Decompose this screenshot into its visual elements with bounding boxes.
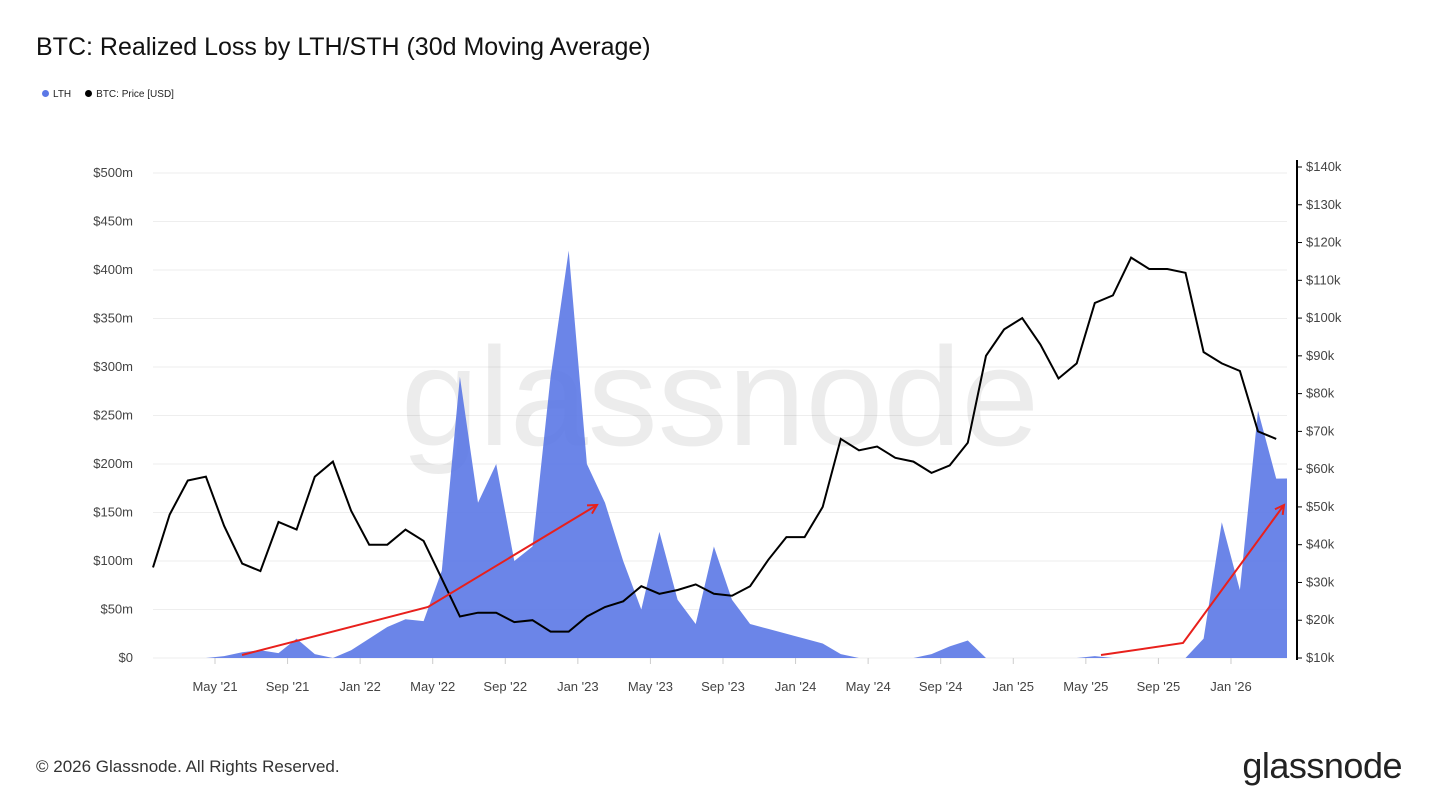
lth-dot-icon (42, 90, 49, 97)
x-tick-label: Jan '25 (993, 679, 1035, 694)
x-tick-label: Sep '22 (483, 679, 527, 694)
lth-area (153, 250, 1287, 658)
y-left-tick-label: $100m (93, 553, 133, 568)
y-left-tick-label: $50m (100, 602, 133, 617)
annotation-arrow-2026-head (1274, 503, 1286, 516)
y-right-tick-label: $120k (1306, 235, 1342, 250)
x-tick-label: Jan '22 (339, 679, 381, 694)
y-left-tick-label: $350m (93, 311, 133, 326)
x-tick-label: May '24 (846, 679, 891, 694)
y-right-tick-label: $130k (1306, 197, 1342, 212)
x-tick-label: Jan '24 (775, 679, 817, 694)
y-left-tick-label: $200m (93, 456, 133, 471)
y-right-tick-label: $100k (1306, 310, 1342, 325)
x-tick-label: May '22 (410, 679, 455, 694)
y-right-tick-label: $140k (1306, 159, 1342, 174)
x-tick-label: Sep '24 (919, 679, 963, 694)
x-tick-label: May '23 (628, 679, 673, 694)
legend-item-price[interactable]: BTC: Price [USD] (85, 89, 174, 100)
y-left-tick-label: $400m (93, 262, 133, 277)
watermark: glassnode (401, 318, 1039, 475)
y-right-tick-label: $40k (1306, 537, 1335, 552)
x-tick-label: May '21 (192, 679, 237, 694)
x-tick-label: Sep '25 (1137, 679, 1181, 694)
y-right-tick-label: $60k (1306, 461, 1335, 476)
y-right-tick-label: $10k (1306, 650, 1335, 665)
brand-logo: glassnode (1242, 745, 1402, 786)
y-left-tick-label: $0 (119, 650, 133, 665)
copyright: © 2026 Glassnode. All Rights Reserved. (36, 757, 340, 776)
y-right-tick-label: $80k (1306, 386, 1335, 401)
price-line (152, 256, 1277, 633)
y-right-tick-label: $110k (1306, 272, 1341, 287)
annotation-arrow-2022 (241, 504, 598, 656)
annotation-arrow-2026 (1100, 504, 1285, 656)
x-tick-label: Sep '23 (701, 679, 745, 694)
legend: LTH BTC: Price [USD] (42, 89, 174, 100)
y-left-tick-label: $450m (93, 214, 133, 229)
y-right-tick-label: $20k (1306, 612, 1335, 627)
y-right-tick-label: $50k (1306, 499, 1335, 514)
y-left-tick-label: $500m (93, 165, 133, 180)
y-right-tick-label: $70k (1306, 423, 1335, 438)
legend-item-lth[interactable]: LTH (42, 89, 71, 100)
y-left-tick-label: $300m (93, 359, 133, 374)
chart-title: BTC: Realized Loss by LTH/STH (30d Movin… (36, 33, 651, 61)
annotation-arrow-2022-head (586, 503, 599, 515)
y-left-tick-label: $150m (93, 505, 133, 520)
x-tick-label: May '25 (1063, 679, 1108, 694)
price-dot-icon (85, 90, 93, 97)
x-tick-label: Jan '23 (557, 679, 599, 694)
x-tick-label: Jan '26 (1210, 679, 1252, 694)
y-right-tick-label: $90k (1306, 348, 1335, 363)
y-left-tick-label: $250m (93, 408, 133, 423)
x-tick-label: Sep '21 (266, 679, 310, 694)
y-right-tick-label: $30k (1306, 574, 1335, 589)
